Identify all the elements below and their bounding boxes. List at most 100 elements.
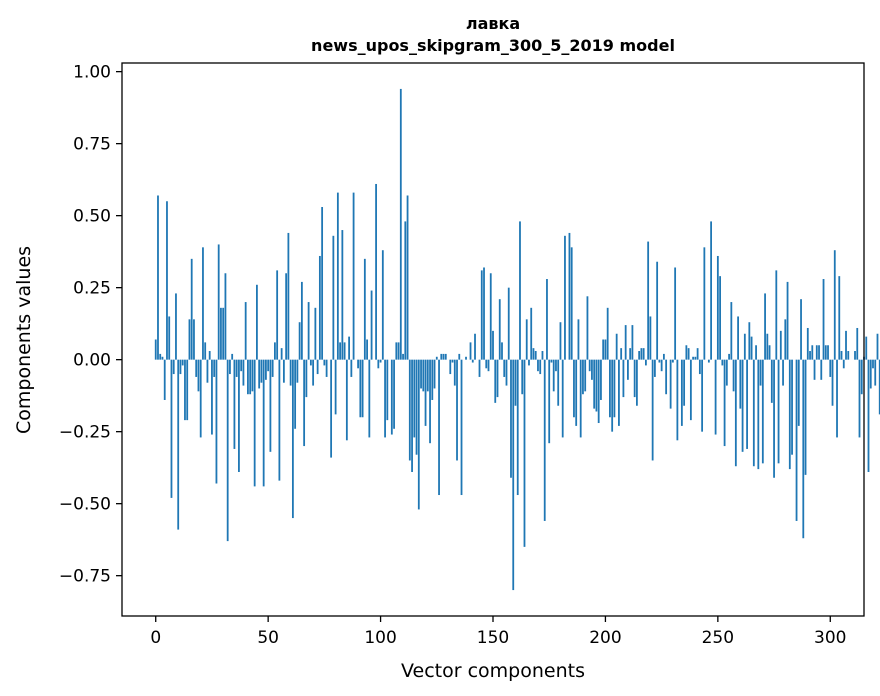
bar [415,359,418,455]
bar [350,359,353,377]
bar [784,319,787,360]
bar [224,273,227,360]
y-tick-label: 1.00 [73,63,111,83]
bar [831,359,834,406]
bar [501,342,503,360]
bar [274,342,276,360]
bar [534,351,537,360]
bar [876,333,879,360]
bar [390,359,393,435]
bar [525,319,528,360]
bar [782,359,784,386]
bar [296,359,299,383]
bar [701,359,704,432]
bar [815,345,818,360]
bar [676,359,679,441]
bar [345,359,348,441]
y-axis-label: Components values [13,246,35,434]
bar [696,348,699,360]
bar [516,359,519,496]
bar [618,359,620,426]
bar [746,359,748,449]
bar [847,351,850,360]
bar [424,359,427,426]
bar [280,348,283,360]
bar [159,353,162,360]
bar [363,258,366,360]
bar [287,232,290,360]
x-tick-label: 100 [364,628,396,648]
bar [874,359,877,386]
bar [458,353,461,360]
bar [730,302,733,360]
bar [750,336,753,360]
bar [244,302,247,360]
bar [402,353,404,360]
bar [680,359,683,426]
bar [689,359,692,421]
bar [199,359,202,438]
y-axis-ticks: −0.75 −0.50 −0.25 0.00 0.25 0.50 0.75 1.00 [59,63,122,587]
bar [510,359,512,478]
bar [685,345,688,360]
bar [289,359,292,386]
bar [662,353,665,360]
bar [761,359,764,464]
bar [163,359,166,400]
bar [836,359,838,438]
bar [186,359,189,421]
bar [238,359,240,472]
bar [665,359,668,395]
bar [622,359,625,398]
bar [229,359,231,375]
bar [734,359,737,467]
bar [242,359,245,386]
bar [305,359,308,398]
chart-subtitle: news_upos_skipgram_300_5_2019 model [311,36,675,55]
bar [348,336,350,360]
bar [710,221,712,360]
bar [267,359,270,372]
bar [303,359,306,447]
bar [213,359,216,377]
bar [752,359,755,467]
bar [451,359,454,363]
bar [366,339,368,360]
x-tick-label: 300 [814,628,846,648]
bar [804,359,807,475]
bar [471,359,474,363]
bar [406,195,409,360]
bar [318,255,321,360]
bar [813,359,816,380]
bar [260,359,263,383]
bar [195,359,198,377]
bar [370,290,373,360]
bar [179,359,182,375]
x-tick-label: 0 [150,628,161,648]
bar [314,307,317,360]
bar [824,345,827,360]
bar [438,359,440,496]
bar [546,279,548,360]
bar [271,359,274,377]
bar [564,235,566,360]
bar [842,359,845,369]
bar [494,359,497,403]
bar [768,345,771,360]
bar [687,348,690,360]
bar [878,359,880,415]
bar [341,230,344,360]
bar [188,319,191,360]
bar [597,359,600,424]
bar [829,359,832,377]
bar [368,359,371,438]
bar [161,356,164,360]
bar [478,359,481,377]
bar [869,359,872,389]
bar [725,359,728,386]
bar [413,359,416,438]
bar [404,221,407,360]
bar [204,342,207,360]
bar [397,342,400,360]
